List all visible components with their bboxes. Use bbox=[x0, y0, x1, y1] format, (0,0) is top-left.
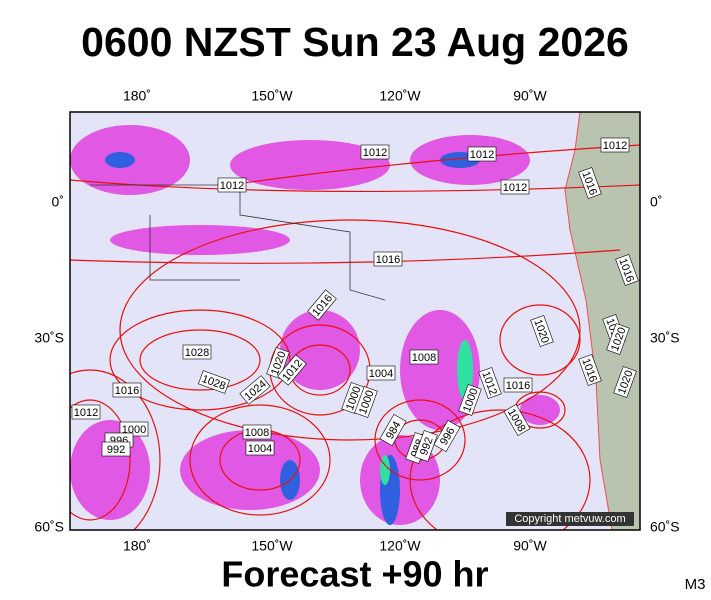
isobar-label-box bbox=[530, 315, 554, 347]
lon-label-bottom: 120˚W bbox=[379, 538, 421, 554]
lon-label-top: 120˚W bbox=[379, 88, 421, 104]
isobar-label-box bbox=[467, 146, 497, 162]
isobar-label: 1012 bbox=[360, 144, 390, 160]
isobar-label: 1004 bbox=[245, 440, 275, 456]
isobar-label-box bbox=[373, 251, 403, 267]
isobar-label-text: 992 bbox=[418, 436, 436, 457]
isobar-label-box bbox=[606, 323, 630, 355]
footer: Forecast +90 hr bbox=[221, 554, 488, 595]
isobar-label-box bbox=[266, 347, 290, 379]
isobar-label-box bbox=[198, 370, 230, 394]
isobar-label: 1004 bbox=[366, 365, 396, 381]
isobar-label-box bbox=[414, 430, 438, 462]
lat-label-right: 60˚S bbox=[650, 519, 680, 535]
isobar-label-text: 1012 bbox=[363, 147, 387, 159]
isobar-label-box bbox=[71, 404, 101, 420]
isobar-label-box bbox=[478, 367, 502, 399]
isobar-label: 1008 bbox=[242, 424, 272, 440]
lon-label-top: 180˚ bbox=[123, 88, 151, 104]
isobar-label-box bbox=[239, 375, 271, 405]
map-frame bbox=[69, 111, 641, 531]
isobar-label-box bbox=[578, 167, 602, 199]
model-label: M3 bbox=[685, 576, 706, 593]
isobar-label: 1016 bbox=[112, 382, 142, 398]
isobar-label-text: 1008 bbox=[245, 427, 269, 439]
isobar-label-text: 1016 bbox=[376, 254, 400, 266]
isobar-label-box bbox=[119, 421, 149, 437]
lon-label-bottom: 150˚W bbox=[251, 538, 293, 554]
isobar-label-box bbox=[503, 377, 533, 393]
isobar-label-text: 1028 bbox=[185, 347, 209, 359]
isobar-label-box bbox=[379, 413, 407, 447]
isobar-label-box bbox=[242, 424, 272, 440]
lon-label-top: 150˚W bbox=[251, 88, 293, 104]
copyright: Copyright metvuw.com bbox=[514, 513, 625, 525]
isobar-label: 1016 bbox=[373, 251, 403, 267]
isobar-label-text: 1016 bbox=[506, 380, 530, 392]
isobar-label: 1012 bbox=[467, 146, 497, 162]
isobar-label-box bbox=[245, 440, 275, 456]
isobar-label: 1012 bbox=[217, 177, 247, 193]
isobar-label: 1008 bbox=[409, 349, 439, 365]
isobar-label: 1016 bbox=[503, 377, 533, 393]
isobar-label: 1028 bbox=[182, 344, 212, 360]
isobar-label-box bbox=[578, 354, 602, 386]
isobar-label-box bbox=[615, 254, 639, 286]
isobar-label: 1012 bbox=[500, 179, 530, 195]
lat-label-left: 0˚ bbox=[52, 194, 64, 210]
isobar-label: 992 bbox=[414, 430, 438, 462]
isobar-label-text: 1012 bbox=[74, 407, 98, 419]
lon-label-bottom: 90˚W bbox=[513, 538, 547, 554]
isobar-label: 992 bbox=[101, 441, 131, 457]
isobar-label-box bbox=[182, 344, 212, 360]
lat-label-right: 0˚ bbox=[650, 194, 662, 210]
isobar-label-text: 1012 bbox=[220, 180, 244, 192]
isobar-label: 1012 bbox=[600, 137, 630, 153]
isobar-label-box bbox=[360, 144, 390, 160]
isobar-label-text: 1012 bbox=[470, 149, 494, 161]
isobar-label-text: 1004 bbox=[369, 368, 393, 380]
isobar-label-box bbox=[458, 384, 482, 416]
isobar-label-text: 1012 bbox=[503, 182, 527, 194]
isobar-label-box bbox=[600, 137, 630, 153]
isobar-label-box bbox=[366, 365, 396, 381]
lon-label-bottom: 180˚ bbox=[123, 538, 151, 554]
lat-label-right: 30˚S bbox=[650, 330, 680, 346]
isobar-label-box bbox=[433, 419, 461, 453]
isobar-label-text: 1008 bbox=[412, 352, 436, 364]
copyright-box bbox=[506, 512, 634, 526]
isobar-label-box bbox=[307, 289, 337, 321]
isobar-label-box bbox=[409, 349, 439, 365]
isobar-label-box bbox=[503, 403, 531, 437]
isobar-label-box bbox=[101, 441, 131, 457]
isobar-label-box bbox=[217, 177, 247, 193]
isobar-label-box bbox=[277, 354, 307, 386]
isobar-label-box bbox=[613, 366, 637, 398]
isobar-label-box bbox=[500, 179, 530, 195]
isobar-label-text: 1004 bbox=[248, 443, 272, 455]
lat-label-left: 30˚S bbox=[34, 330, 64, 346]
lat-label-left: 60˚S bbox=[34, 519, 64, 535]
isobar-label-box bbox=[112, 382, 142, 398]
isobar-label: 1012 bbox=[71, 404, 101, 420]
title: 0600 NZST Sun 23 Aug 2026 bbox=[81, 19, 629, 65]
isobar-label-text: 1012 bbox=[603, 140, 627, 152]
isobar-label-box bbox=[354, 386, 378, 418]
isobar-label-text: 1016 bbox=[115, 385, 139, 397]
lon-label-top: 90˚W bbox=[513, 88, 547, 104]
isobar-label-text: 992 bbox=[107, 444, 125, 456]
